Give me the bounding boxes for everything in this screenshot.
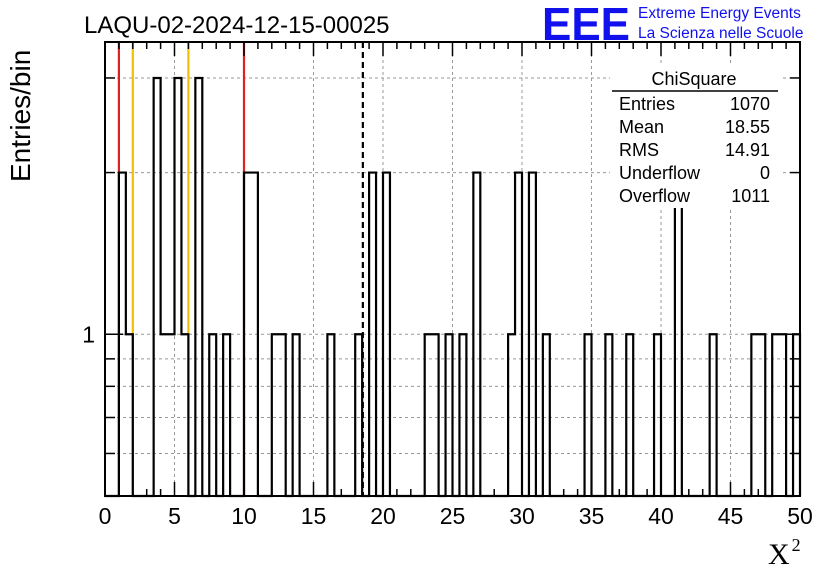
- x-tick-label: 40: [648, 503, 674, 529]
- stats-value: 18.55: [725, 117, 770, 137]
- stats-label: RMS: [619, 140, 659, 160]
- stats-value: 14.91: [725, 140, 770, 160]
- y-axis-label: Entries/bin: [5, 50, 36, 182]
- stats-label: Overflow: [619, 186, 691, 206]
- stats-label: Mean: [619, 117, 664, 137]
- stats-label: Underflow: [619, 163, 701, 183]
- x-tick-label: 50: [787, 503, 813, 529]
- stats-value: 0: [760, 163, 770, 183]
- x-tick-label: 0: [99, 503, 112, 529]
- x-tick-label: 20: [370, 503, 396, 529]
- logo-line-1: Extreme Energy Events: [638, 5, 801, 22]
- x-tick-label: 25: [440, 503, 466, 529]
- stats-box-background: [610, 66, 780, 208]
- stats-value: 1070: [730, 94, 770, 114]
- x-tick-label: 45: [718, 503, 744, 529]
- x-tick-label: 5: [168, 503, 181, 529]
- logo-line-2: La Scienza nelle Scuole: [638, 25, 803, 42]
- x-tick-label: 35: [579, 503, 605, 529]
- y-tick-label: 1: [82, 321, 95, 347]
- stats-title: ChiSquare: [651, 69, 736, 89]
- stats-value: 1011: [731, 186, 770, 206]
- eee-logo: EEE Extreme Energy Events La Scienza nel…: [542, 0, 803, 50]
- chart-title: LAQU-02-2024-12-15-00025: [84, 12, 390, 39]
- tick-labels: 0 5 10 15 20 25 30 35 40 45 50 1: [82, 321, 813, 529]
- stats-box: ChiSquare Entries 1070 Mean 18.55 RMS 14.91 Un…: [610, 66, 780, 208]
- axis-ticks: [104, 42, 801, 496]
- stats-label: Entries: [619, 94, 675, 114]
- marker-lines: [117, 42, 364, 496]
- x-tick-label: 30: [509, 503, 535, 529]
- x-tick-label: 15: [301, 503, 327, 529]
- x-tick-label: 10: [231, 503, 257, 529]
- eee-logo-mark: EEE: [542, 0, 630, 50]
